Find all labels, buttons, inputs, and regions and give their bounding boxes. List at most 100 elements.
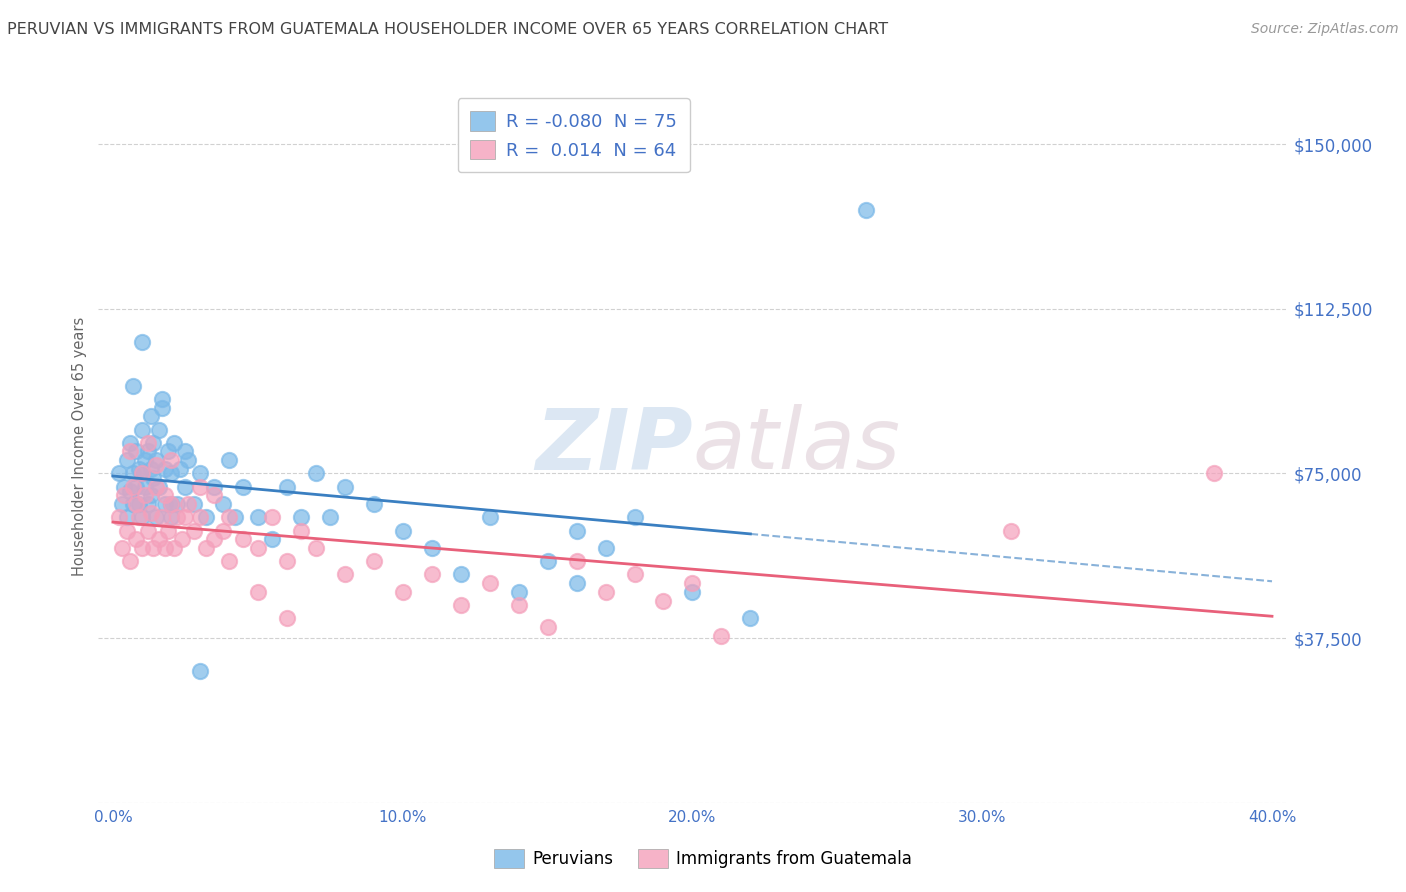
Point [136,435,159,450]
Point [188,664,211,678]
Point [134,480,156,494]
Point [122,378,145,392]
Point [131,334,153,349]
Point [139,462,162,476]
Point [122,467,145,481]
Point [246,541,269,555]
Point [166,497,188,511]
Point [110,541,132,555]
Point [194,510,217,524]
Point [107,510,129,524]
Point [202,533,225,547]
Point [117,524,139,538]
Point [166,510,188,524]
Point [478,510,501,524]
Point [565,576,588,591]
Point [681,576,703,591]
Point [150,401,173,415]
Point [120,554,142,568]
Point [595,541,617,555]
Point [160,497,183,511]
Legend: R = -0.080  N = 75, R =  0.014  N = 64: R = -0.080 N = 75, R = 0.014 N = 64 [457,98,690,172]
Point [177,497,200,511]
Point [174,480,197,494]
Point [131,423,153,437]
Point [508,585,530,599]
Point [232,533,254,547]
Point [134,453,156,467]
Point [117,510,139,524]
Point [740,611,762,625]
Point [595,585,617,599]
Point [107,467,129,481]
Point [536,620,558,634]
Point [420,541,443,555]
Point [120,444,142,458]
Point [148,423,170,437]
Point [305,541,328,555]
Point [565,554,588,568]
Point [177,453,200,467]
Point [855,202,877,217]
Point [156,444,179,458]
Point [363,497,385,511]
Point [262,533,284,547]
Point [153,462,176,476]
Point [232,480,254,494]
Point [150,392,173,406]
Point [150,510,173,524]
Point [153,497,176,511]
Point [536,554,558,568]
Point [363,554,385,568]
Point [142,435,165,450]
Point [391,524,413,538]
Point [276,611,298,625]
Text: ZIP: ZIP [534,404,692,488]
Point [218,554,240,568]
Point [420,567,443,582]
Point [120,435,142,450]
Point [131,510,153,524]
Point [145,480,167,494]
Text: Source: ZipAtlas.com: Source: ZipAtlas.com [1251,22,1399,37]
Point [131,467,153,481]
Text: PERUVIAN VS IMMIGRANTS FROM GUATEMALA HOUSEHOLDER INCOME OVER 65 YEARS CORRELATI: PERUVIAN VS IMMIGRANTS FROM GUATEMALA HO… [7,22,889,37]
Point [122,480,145,494]
Point [246,510,269,524]
Point [136,497,159,511]
Point [120,483,142,498]
Point [681,585,703,599]
Point [262,510,284,524]
Point [333,567,356,582]
Point [290,524,312,538]
Point [128,510,150,524]
Point [153,488,176,502]
Point [623,510,645,524]
Point [212,524,235,538]
Point [565,524,588,538]
Point [122,497,145,511]
Point [290,510,312,524]
Point [218,510,240,524]
Point [145,453,167,467]
Point [194,541,217,555]
Point [128,497,150,511]
Point [125,533,148,547]
Point [305,467,328,481]
Point [163,435,186,450]
Point [169,462,191,476]
Point [156,524,179,538]
Point [114,488,136,502]
Point [125,444,148,458]
Point [224,510,246,524]
Point [117,453,139,467]
Point [174,444,197,458]
Point [218,453,240,467]
Point [276,480,298,494]
Point [174,510,197,524]
Point [139,409,162,424]
Point [246,585,269,599]
Point [148,533,170,547]
Point [710,629,733,643]
Point [160,467,183,481]
